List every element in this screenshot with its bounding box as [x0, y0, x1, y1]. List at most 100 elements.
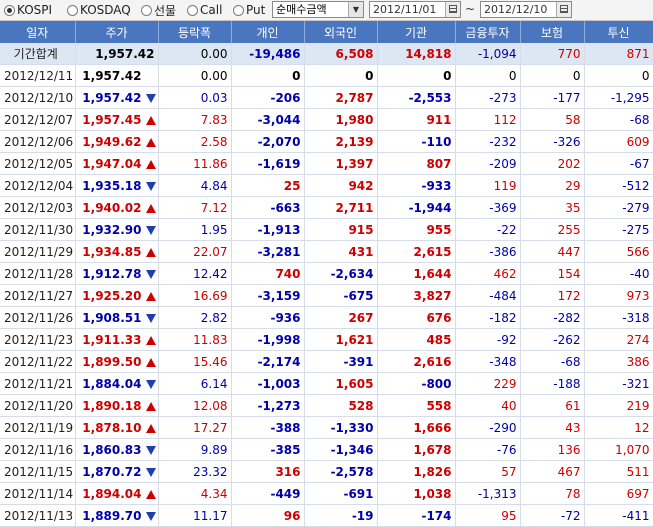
table-row[interactable]: 2012/11/26 1,908.51 2.82 -936 267 676 -182 -282… [0, 306, 653, 329]
summary-insurance: 770 [520, 43, 585, 65]
institution-cell-value: 1,678 [413, 442, 452, 457]
start-date-field[interactable]: 2012/11/01 [369, 1, 461, 18]
table-row[interactable]: 2012/12/05 1,947.04 11.86 -1,619 1,397 807 -20… [0, 152, 653, 175]
radio-kosdaq[interactable]: KOSDAQ [67, 2, 131, 18]
change-cell: 7.12 [158, 196, 232, 219]
radio-kospi[interactable]: KOSPI [4, 2, 52, 18]
date-cell-value: 2012/12/11 [4, 68, 74, 83]
table-row[interactable]: 2012/11/19 1,878.10 17.27 -388 -1,330 1,666 -2… [0, 416, 653, 439]
change-cell: 2.82 [158, 306, 232, 329]
institution-cell-value: 911 [426, 112, 452, 127]
financial-cell-value: -484 [489, 288, 517, 303]
financial-cell-value: 57 [501, 464, 517, 479]
table-row[interactable]: 2012/12/06 1,949.62 2.58 -2,070 2,139 -110 -23… [0, 130, 653, 153]
table-row[interactable]: 2012/11/28 1,912.78 12.42 740 -2,634 1,644 462… [0, 262, 653, 285]
price-cell-value: 1,908.51 [82, 310, 142, 325]
date-cell: 2012/11/15 [0, 460, 76, 483]
radio-futures[interactable]: 선물 [141, 2, 176, 18]
financial-cell-value: 95 [501, 508, 517, 523]
individual-cell: -449 [231, 482, 305, 505]
insurance-cell-value: 467 [557, 464, 581, 479]
financial-cell: -76 [455, 438, 521, 461]
chevron-down-icon[interactable]: ▼ [348, 2, 363, 17]
calendar-icon[interactable] [556, 2, 571, 17]
table-row[interactable]: 2012/12/04 1,935.18 4.84 25 942 -933 119 29 -512 [0, 174, 653, 197]
triangle-down-icon [145, 93, 156, 103]
individual-cell-value: 316 [275, 464, 301, 479]
foreign-cell-value: 915 [348, 222, 374, 237]
individual-cell: 740 [231, 262, 305, 285]
foreign-cell: -691 [304, 482, 378, 505]
price-cell-value: 1,934.85 [82, 244, 142, 259]
column-header-date[interactable]: 일자 [0, 21, 76, 43]
change-cell: 17.27 [158, 416, 232, 439]
individual-cell: 0 [231, 64, 305, 87]
radio-indicator-icon [141, 4, 152, 16]
trust-cell-value: -1,295 [610, 90, 650, 105]
trust-cell-value: 1,070 [615, 442, 650, 457]
individual-cell: -663 [231, 196, 305, 219]
table-row[interactable]: 2012/11/29 1,934.85 22.07 -3,281 431 2,615 -38… [0, 240, 653, 263]
table-header-row: 일자 주가 등락폭 개인 외국인 기관 금융투자 보험 투신 [0, 21, 653, 43]
price-cell: 1,890.18 [75, 394, 159, 417]
price-cell: 1,884.04 [75, 372, 159, 395]
trust-cell-value: -411 [622, 508, 650, 523]
table-row[interactable]: 2012/11/20 1,890.18 12.08 -1,273 528 558 40 61 2… [0, 394, 653, 417]
calendar-icon[interactable] [445, 2, 460, 17]
table-row[interactable]: 2012/11/22 1,899.50 15.46 -2,174 -391 2,616 -3… [0, 350, 653, 373]
change-cell: 1.95 [158, 218, 232, 241]
table-row[interactable]: 2012/11/16 1,860.83 9.89 -385 -1,346 1,678 -76… [0, 438, 653, 461]
summary-row[interactable]: 기간합계 1,957.42 0.00 -19,486 6,508 14,818 … [0, 43, 653, 65]
table-row[interactable]: 2012/11/30 1,932.90 1.95 -1,913 915 955 -22 255… [0, 218, 653, 241]
end-date-field[interactable]: 2012/12/10 [480, 1, 572, 18]
price-cell-value: 1,932.90 [82, 222, 142, 237]
table-row[interactable]: 2012/11/27 1,925.20 16.69 -3,159 -675 3,827 -4… [0, 284, 653, 307]
column-header-individual[interactable]: 개인 [231, 21, 305, 43]
individual-cell: 316 [231, 460, 305, 483]
table-row[interactable]: 2012/11/23 1,911.33 11.83 -1,998 1,621 485 -92… [0, 328, 653, 351]
change-cell: 0.00 [158, 64, 232, 87]
table-row[interactable]: 2012/12/03 1,940.02 7.12 -663 2,711 -1,944 -36… [0, 196, 653, 219]
radio-put[interactable]: Put [233, 2, 265, 18]
column-header-institution[interactable]: 기관 [377, 21, 456, 43]
column-header-trust[interactable]: 투신 [584, 21, 653, 43]
foreign-cell: 1,397 [304, 152, 378, 175]
financial-cell: -386 [455, 240, 521, 263]
foreign-cell-value: 1,605 [335, 376, 374, 391]
table-row[interactable]: 2012/11/13 1,889.70 11.17 96 -19 -174 95 -72 -41… [0, 504, 653, 527]
foreign-cell: -1,330 [304, 416, 378, 439]
price-cell: 1,894.04 [75, 482, 159, 505]
institution-cell: -933 [377, 174, 456, 197]
table-row[interactable]: 2012/12/07 1,957.45 7.83 -3,044 1,980 911 112 5… [0, 108, 653, 131]
triangle-down-icon [145, 225, 156, 235]
column-header-insurance[interactable]: 보험 [520, 21, 585, 43]
price-cell-value: 1,957.42 [82, 68, 142, 83]
change-cell: 0.03 [158, 86, 232, 109]
change-cell-value: 1.95 [200, 222, 228, 237]
change-cell: 11.83 [158, 328, 232, 351]
radio-call[interactable]: Call [187, 2, 222, 18]
column-header-price[interactable]: 주가 [75, 21, 159, 43]
column-header-foreign[interactable]: 외국인 [304, 21, 378, 43]
column-header-change[interactable]: 등락폭 [158, 21, 232, 43]
table-row[interactable]: 2012/12/10 1,957.42 0.03 -206 2,787 -2,553 -27… [0, 86, 653, 109]
trust-cell-value: -512 [622, 178, 650, 193]
change-cell: 23.32 [158, 460, 232, 483]
change-cell-value: 2.82 [200, 310, 228, 325]
metric-select[interactable]: 순매수금액 ▼ [272, 1, 364, 18]
individual-cell-value: 96 [283, 508, 301, 523]
price-cell: 1,947.04 [75, 152, 159, 175]
institution-cell-value: -800 [421, 376, 452, 391]
financial-cell: 57 [455, 460, 521, 483]
table-row[interactable]: 2012/12/11 1,957.42 0.00 0 0 0 0 0 0 [0, 64, 653, 87]
column-header-financial[interactable]: 금융투자 [455, 21, 521, 43]
price-cell: 1,899.50 [75, 350, 159, 373]
financial-cell-value: -92 [496, 332, 517, 347]
table-row[interactable]: 2012/11/14 1,894.04 4.34 -449 -691 1,038 -1,31… [0, 482, 653, 505]
individual-cell-value: -206 [270, 90, 301, 105]
insurance-cell: 78 [520, 482, 585, 505]
price-cell: 1,860.83 [75, 438, 159, 461]
foreign-cell: 2,139 [304, 130, 378, 153]
table-row[interactable]: 2012/11/21 1,884.04 6.14 -1,003 1,605 -800 229… [0, 372, 653, 395]
table-row[interactable]: 2012/11/15 1,870.72 23.32 316 -2,578 1,826 57 4… [0, 460, 653, 483]
